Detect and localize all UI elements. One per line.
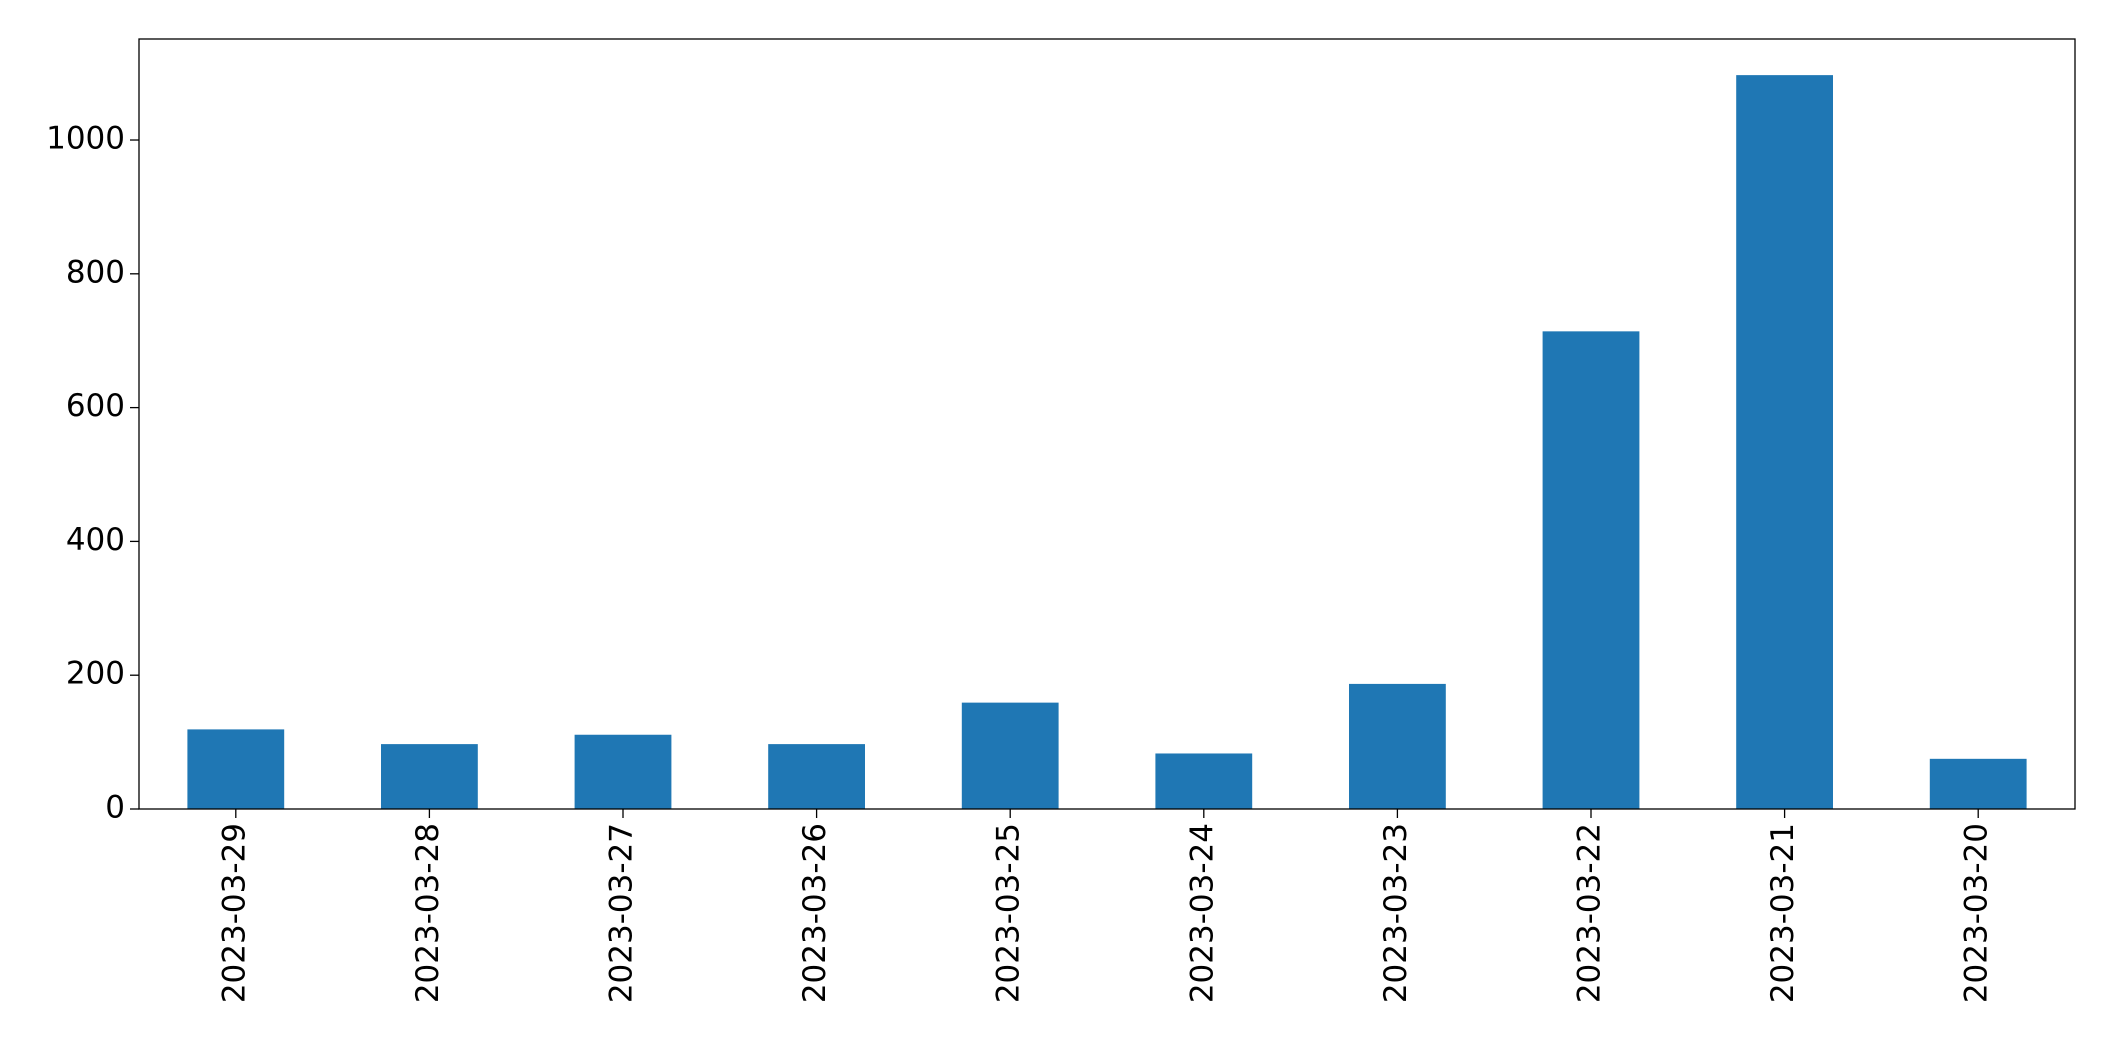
x-tick-label: 2023-03-29	[216, 823, 252, 1003]
x-tick-label: 2023-03-24	[1184, 823, 1220, 1003]
bar	[1736, 75, 1833, 809]
x-tick-label: 2023-03-25	[991, 823, 1027, 1003]
bar	[574, 734, 672, 809]
bar	[1155, 753, 1253, 809]
y-tick-label: 0	[105, 790, 125, 826]
y-tick-label: 200	[66, 656, 125, 692]
plot-frame	[138, 38, 2076, 810]
x-tick-label: 2023-03-28	[410, 823, 446, 1003]
bar	[1349, 683, 1446, 809]
y-tick-label: 600	[66, 388, 125, 424]
x-tick-label: 2023-03-23	[1378, 823, 1414, 1003]
x-tick-label: 2023-03-27	[604, 823, 640, 1003]
y-tick-label: 800	[66, 254, 125, 290]
bar	[1542, 331, 1640, 809]
y-tick-label: 400	[66, 522, 125, 558]
bar	[961, 702, 1059, 809]
x-tick-label: 2023-03-20	[1959, 823, 1995, 1003]
x-tick-label: 2023-03-22	[1572, 823, 1608, 1003]
y-tick-label: 1000	[46, 121, 125, 157]
x-tick-label: 2023-03-21	[1765, 823, 1801, 1003]
bar	[1929, 758, 2027, 809]
bar	[187, 729, 285, 809]
x-tick-label: 2023-03-26	[797, 823, 833, 1003]
bar	[768, 744, 865, 809]
bar	[381, 744, 478, 809]
